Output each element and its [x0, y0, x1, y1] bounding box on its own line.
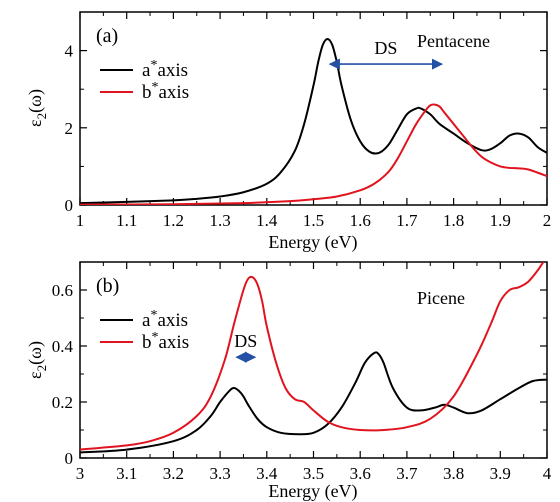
x-tick-label: 1.9	[490, 211, 511, 230]
legend-label-a-axis-b: a*axis	[142, 308, 188, 331]
panel-a: 1 1.1 1.2 1.3 1.4 1.5 1.6 1.7 1.8 1.9 2 0 2 4 (a) Pe…	[25, 11, 552, 253]
x-tick-label: 1.5	[303, 211, 324, 230]
y-tick-label: 0.4	[52, 337, 74, 356]
legend-label-a-axis: a*axis	[142, 58, 188, 81]
x-tick-label: 1.7	[396, 211, 418, 230]
series-line-a-axis	[80, 351, 547, 454]
series-a	[80, 38, 547, 205]
x-tick-label: 3.9	[490, 464, 511, 483]
x-tick-label: 3.2	[163, 464, 184, 483]
y-tick-label: 0	[65, 196, 74, 215]
x-tick-label: 1.1	[116, 211, 137, 230]
x-tick-label: 3	[76, 464, 85, 483]
y-tick-label: 2	[65, 119, 74, 138]
legend-b: a*axis b*axis	[100, 308, 189, 353]
x-tick-label: 3.1	[116, 464, 137, 483]
legend-a: a*axis b*axis	[100, 58, 189, 103]
y-tick-label: 0.6	[52, 281, 73, 300]
x-ticks-a: 1 1.1 1.2 1.3 1.4 1.5 1.6 1.7 1.8 1.9 2	[76, 12, 552, 230]
x-tick-label: 1.8	[443, 211, 464, 230]
x-tick-label: 1.4	[256, 211, 278, 230]
x-tick-label: 2	[543, 211, 552, 230]
y-axis-title-b: ε2(ω)	[25, 341, 49, 379]
x-tick-label: 1	[76, 211, 85, 230]
panel-label-b: (b)	[96, 275, 119, 297]
series-line-b-axis	[80, 262, 545, 451]
plot-frame-b	[79, 261, 548, 459]
x-tick-label: 1.2	[163, 211, 184, 230]
y-ticks-a: 0 2 4	[65, 42, 547, 215]
y-tick-label: 4	[65, 42, 74, 61]
y-ticks-b: 0 0.2 0.4 0.6	[52, 281, 547, 468]
material-label-b: Picene	[417, 288, 465, 308]
y-tick-label: 0.2	[52, 393, 73, 412]
series-line-a-axis	[80, 38, 547, 205]
x-tick-label: 1.6	[350, 211, 371, 230]
x-tick-label: 1.3	[209, 211, 230, 230]
y-tick-label: 0	[65, 449, 74, 468]
x-tick-label: 3.8	[443, 464, 464, 483]
panel-b: 3 3.1 3.2 3.3 3.4 3.5 3.6 3.7 3.8 3.9 4 0 0.2 0.4 0.6…	[25, 261, 552, 502]
x-tick-label: 4	[543, 464, 552, 483]
x-tick-label: 3.6	[350, 464, 371, 483]
legend-label-b-axis: b*axis	[142, 80, 189, 103]
x-tick-label: 3.5	[303, 464, 324, 483]
x-axis-title-a: Energy (eV)	[268, 232, 357, 253]
x-ticks-b: 3 3.1 3.2 3.3 3.4 3.5 3.6 3.7 3.8 3.9 4	[76, 262, 552, 483]
x-axis-title-b: Energy (eV)	[268, 481, 357, 502]
panel-label-a: (a)	[96, 25, 118, 47]
x-tick-label: 3.3	[209, 464, 230, 483]
ds-annotation-a: DS	[328, 38, 444, 70]
legend-label-b-axis-b: b*axis	[142, 330, 189, 353]
x-tick-label: 3.7	[396, 464, 418, 483]
y-axis-title-a: ε2(ω)	[25, 89, 49, 127]
ds-label-b: DS	[234, 331, 257, 351]
series-line-b-axis	[80, 103, 547, 205]
ds-label-a: DS	[374, 38, 397, 58]
x-tick-label: 3.4	[256, 464, 278, 483]
ds-annotation-b: DS	[234, 331, 257, 363]
material-label-a: Pentacene	[417, 31, 490, 51]
series-b	[80, 262, 547, 454]
